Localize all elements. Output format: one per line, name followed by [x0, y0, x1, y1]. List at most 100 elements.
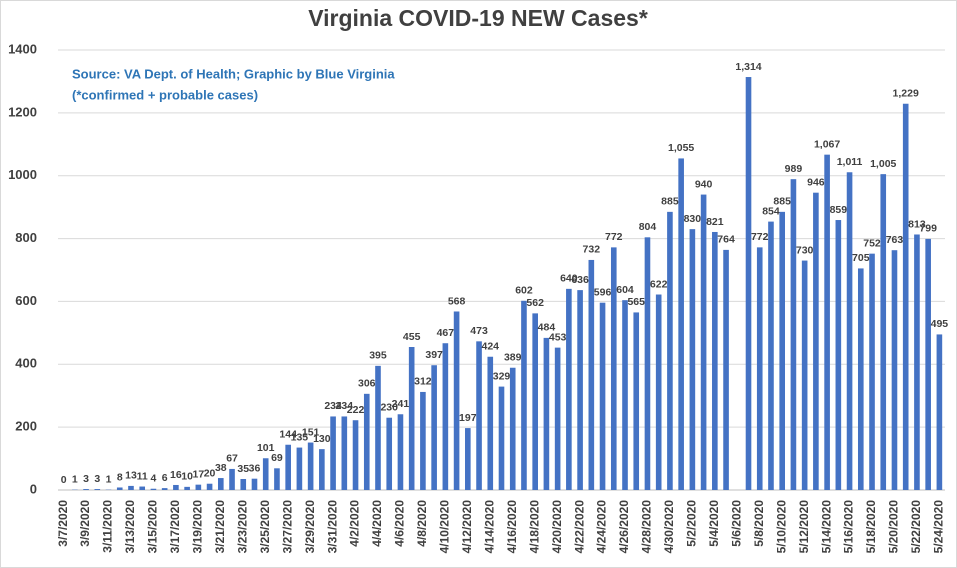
y-tick-label: 1400: [8, 41, 37, 56]
x-tick-label: 3/13/2020: [123, 500, 137, 554]
bar: [566, 288, 572, 490]
data-label: 596: [594, 286, 612, 298]
bar: [880, 174, 887, 490]
x-tick-label: 3/25/2020: [258, 500, 272, 554]
x-tick-label: 5/2/2020: [685, 500, 699, 547]
data-label: 885: [773, 196, 791, 208]
bar: [745, 77, 752, 491]
data-label: 705: [852, 252, 870, 264]
data-label: 306: [358, 378, 376, 390]
y-tick-label: 800: [15, 230, 37, 245]
data-label: 69: [271, 452, 283, 464]
data-label: 1,005: [870, 158, 896, 170]
annotation: (*confirmed + probable cases): [72, 87, 258, 102]
bar: [150, 488, 157, 490]
data-label: 764: [717, 234, 735, 246]
data-label: 17: [193, 468, 205, 480]
x-tick-label: 3/19/2020: [191, 500, 205, 554]
bar: [801, 260, 808, 490]
bar: [498, 386, 505, 490]
data-label: 946: [807, 176, 825, 188]
data-label: 732: [583, 244, 601, 256]
bar: [824, 154, 830, 490]
x-tick-label: 4/30/2020: [662, 500, 676, 554]
bar: [678, 158, 684, 490]
bar: [285, 444, 291, 490]
data-label: 799: [919, 223, 937, 235]
bar: [431, 365, 437, 490]
data-label: 130: [313, 433, 331, 445]
x-tick-label: 5/24/2020: [932, 500, 946, 554]
bar: [610, 247, 617, 490]
data-label: 4: [151, 473, 157, 485]
data-label: 1,067: [814, 138, 840, 150]
data-label: 565: [627, 296, 645, 308]
data-label: 222: [347, 404, 365, 416]
data-label: 144: [279, 429, 297, 441]
data-label: 101: [257, 442, 275, 454]
data-label: 6: [162, 472, 168, 484]
bar: [453, 311, 460, 490]
x-tick-label: 3/15/2020: [146, 500, 160, 554]
x-tick-label: 3/9/2020: [78, 500, 92, 547]
data-label: 20: [204, 467, 216, 479]
bar: [577, 290, 583, 490]
data-label: 568: [448, 295, 466, 307]
bar: [790, 179, 797, 490]
data-label: 772: [751, 231, 769, 243]
data-label: 312: [414, 376, 432, 388]
data-label: 395: [369, 350, 387, 362]
data-label: 8: [117, 471, 123, 483]
x-tick-label: 5/10/2020: [774, 500, 788, 554]
bar: [206, 483, 213, 490]
bar: [689, 229, 696, 490]
y-tick-label: 1000: [8, 167, 37, 182]
bar: [83, 489, 89, 490]
x-tick-label: 3/31/2020: [325, 500, 339, 554]
x-tick-label: 3/7/2020: [56, 500, 70, 547]
x-tick-label: 4/16/2020: [505, 500, 519, 554]
data-label: 604: [616, 284, 634, 296]
data-label: 763: [886, 234, 904, 246]
data-label: 38: [215, 462, 227, 474]
data-label: 636: [571, 274, 589, 286]
x-tick-label: 3/29/2020: [303, 500, 317, 554]
bar: [173, 484, 179, 490]
data-label: 389: [504, 352, 522, 364]
y-tick-label: 400: [15, 356, 37, 371]
bar: [712, 231, 718, 490]
bar: [914, 234, 920, 490]
bar: [274, 468, 280, 490]
bar: [229, 468, 235, 490]
x-tick-label: 5/18/2020: [864, 500, 878, 554]
bar: [217, 478, 224, 490]
data-label: 772: [605, 231, 623, 243]
x-tick-label: 5/22/2020: [909, 500, 923, 554]
annotation: Source: VA Dept. of Health; Graphic by B…: [72, 66, 395, 81]
data-label: 13: [125, 470, 137, 482]
x-tick-label: 4/8/2020: [415, 500, 429, 547]
x-tick-label: 5/16/2020: [842, 500, 856, 554]
data-label: 1,314: [735, 61, 761, 73]
data-label: 241: [392, 398, 410, 410]
bar: [756, 247, 763, 490]
y-tick-label: 600: [15, 293, 37, 308]
bar: [251, 478, 258, 490]
x-tick-label: 3/27/2020: [280, 500, 294, 554]
data-label: 940: [695, 178, 713, 190]
x-tick-label: 4/18/2020: [527, 500, 541, 554]
x-tick-label: 5/6/2020: [729, 500, 743, 547]
bar: [846, 172, 853, 490]
bar: [116, 487, 123, 490]
data-label: 151: [302, 426, 320, 438]
bar: [532, 313, 538, 490]
bar: [375, 365, 381, 490]
bar: [925, 238, 931, 490]
bar: [813, 192, 819, 490]
data-label: 10: [181, 471, 193, 483]
bar: [296, 447, 303, 490]
y-tick-label: 200: [15, 419, 37, 434]
data-label: 3: [83, 473, 89, 485]
y-tick-label: 1200: [8, 104, 37, 119]
